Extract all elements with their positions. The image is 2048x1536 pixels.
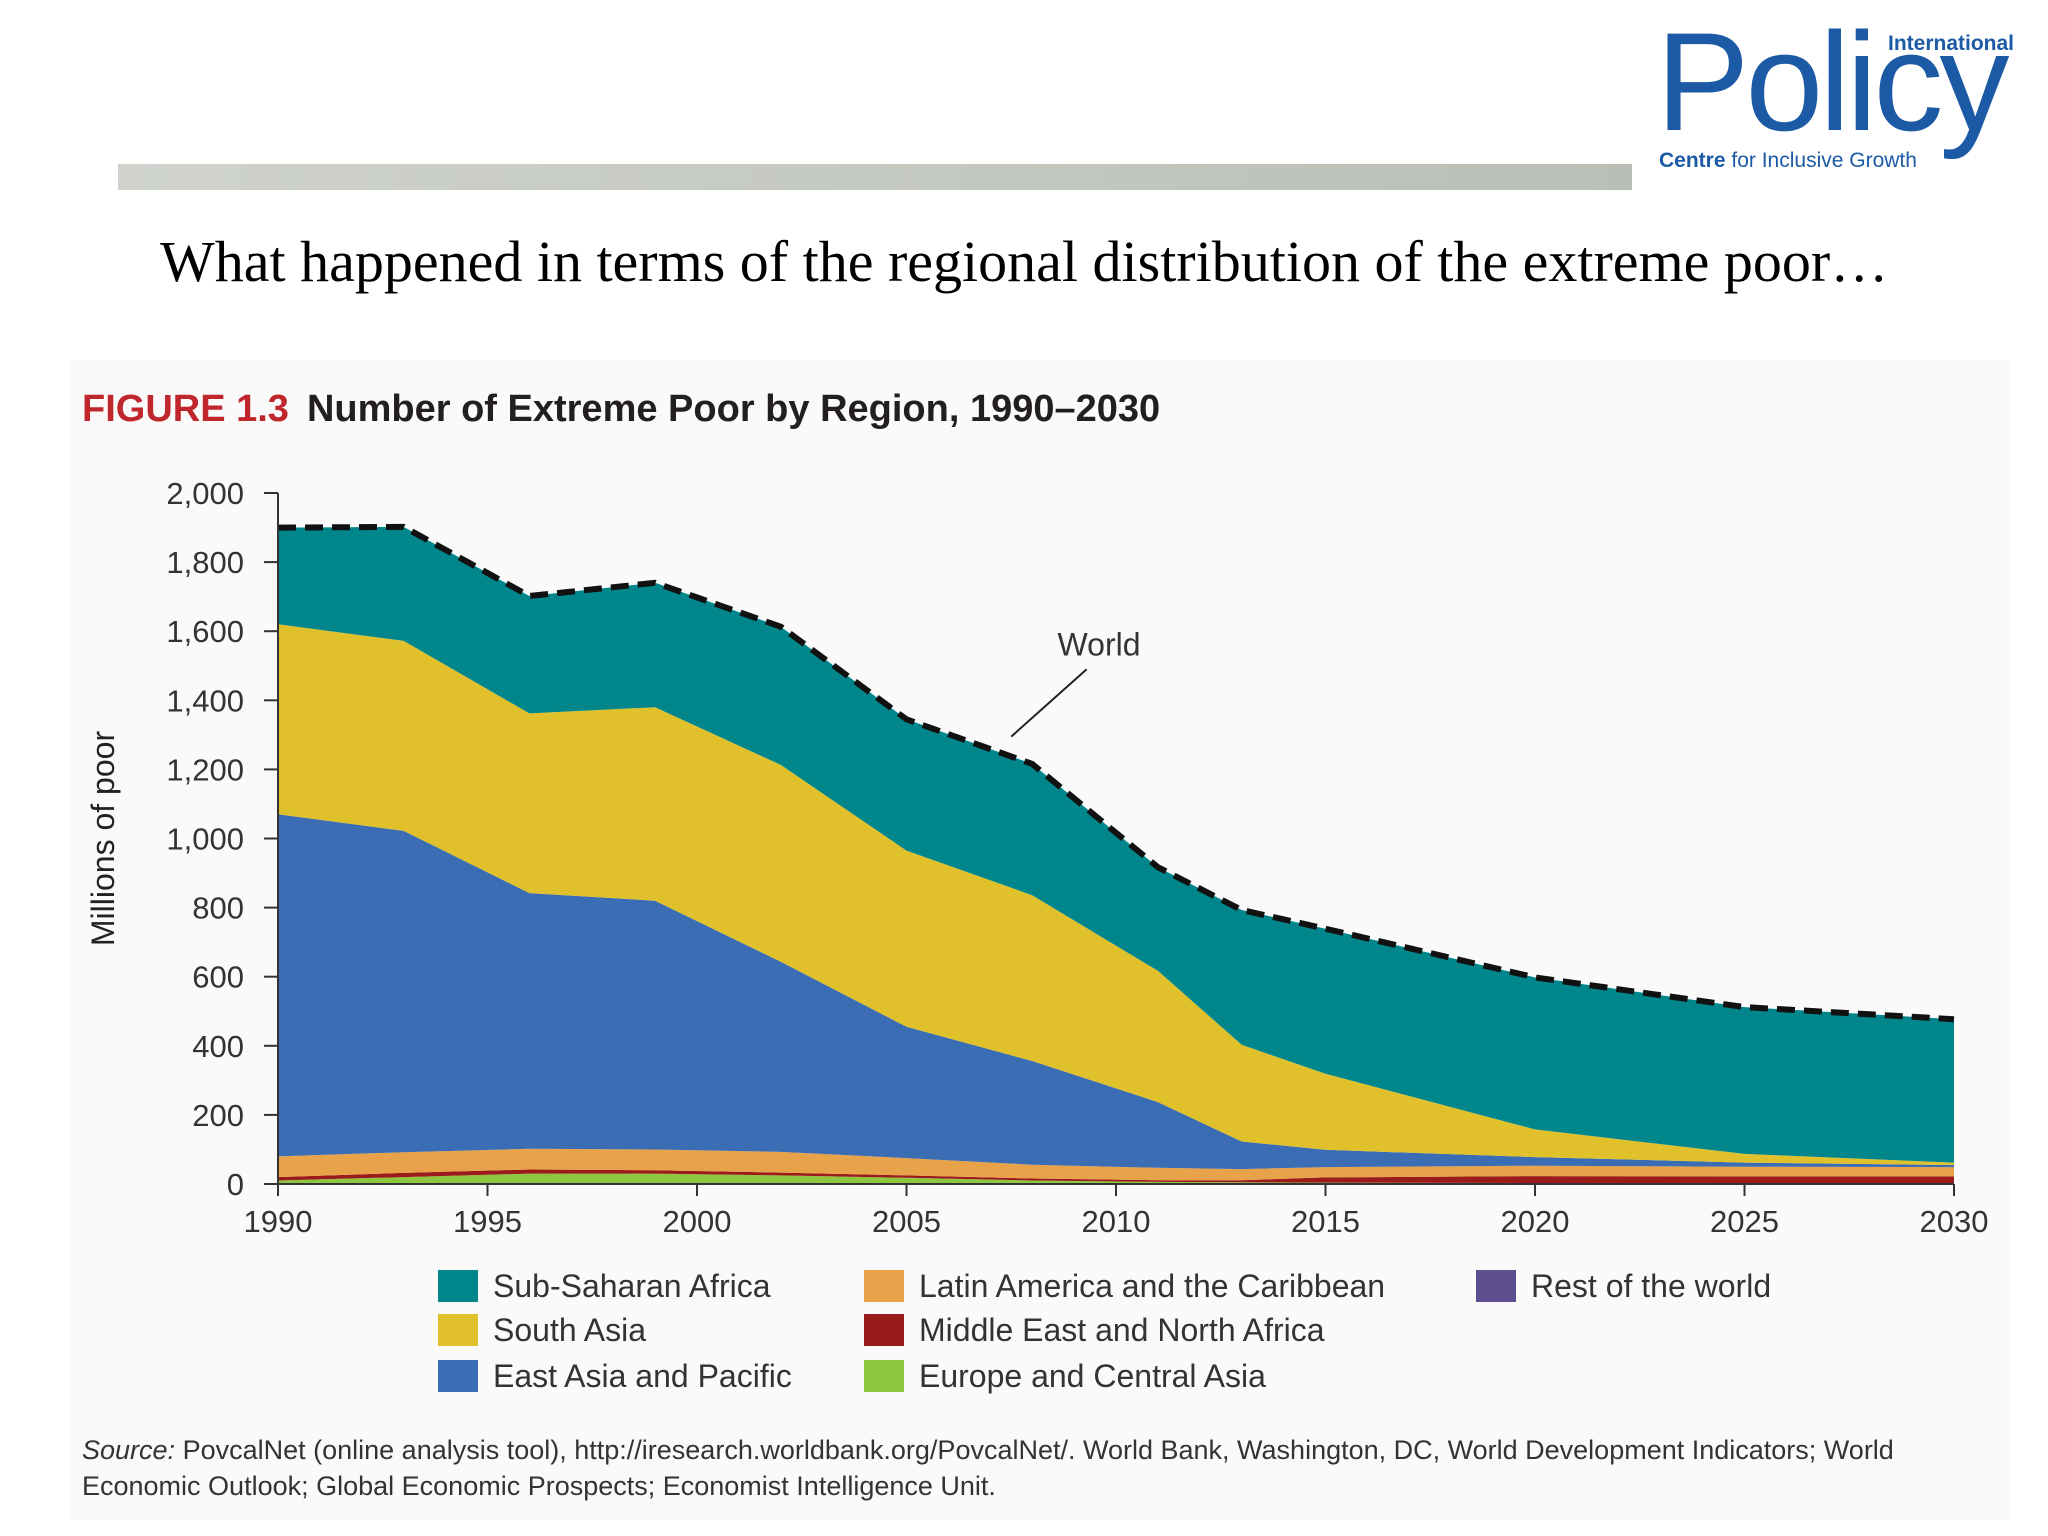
legend-swatch [864,1270,904,1302]
area-south-asia [278,624,1954,1165]
y-axis-label: Millions of poor [85,731,121,947]
x-tick-label: 2030 [1920,1204,1989,1239]
y-tick-label: 400 [192,1029,244,1064]
y-tick-label: 1,600 [166,614,244,649]
world-annotation-leader [1010,668,1088,738]
x-tick-label: 1995 [453,1204,522,1239]
legend-swatch [438,1314,478,1346]
legend-label: Rest of the world [1531,1268,1772,1304]
x-tick-label: 2000 [663,1204,732,1239]
area-sub-saharan-africa [278,526,1954,1163]
legend-swatch [864,1360,904,1392]
y-tick-label: 1,000 [166,822,244,857]
area-europe-and-central-asia [278,1173,1954,1184]
legend-label: Middle East and North Africa [919,1312,1325,1348]
x-tick-label: 2005 [872,1204,941,1239]
legend-swatch [438,1270,478,1302]
world-total-line [277,523,1955,1023]
area-middle-east-and-north-africa [278,1169,1954,1184]
title-rule-bar [118,164,1632,190]
legend-swatch [1476,1270,1516,1302]
logo-subtitle: Centre for Inclusive Growth [1659,149,1917,172]
x-tick-label: 2020 [1501,1204,1570,1239]
world-annotation-label: World [1058,626,1141,662]
y-tick-label: 0 [227,1167,244,1202]
logo-wordmark: Policy [1656,3,2009,160]
area-latin-america-and-the-caribbean [278,1148,1954,1181]
x-tick-label: 2025 [1710,1204,1779,1239]
slide-headline: What happened in terms of the regional d… [160,229,1889,294]
area-east-asia-and-pacific [278,814,1954,1170]
source-note: Source: PovcalNet (online analysis tool)… [82,1435,1894,1501]
logo-international: International [1888,32,2015,55]
ipc-logo: Policy International Centre for Inclusiv… [1650,12,2030,178]
x-tick-label: 2010 [1082,1204,1151,1239]
legend-swatch [438,1360,478,1392]
legend-label: Europe and Central Asia [919,1358,1266,1394]
figure-number: FIGURE 1.3 [82,388,289,430]
figure-title: FIGURE 1.3 Number of Extreme Poor by Regi… [82,388,1160,431]
legend-label: Latin America and the Caribbean [919,1268,1386,1304]
y-tick-label: 1,400 [166,683,244,718]
y-tick-label: 200 [192,1098,244,1133]
y-tick-label: 1,200 [166,752,244,787]
legend-label: South Asia [493,1312,646,1348]
y-tick-label: 1,800 [166,545,244,580]
legend-label: East Asia and Pacific [493,1358,792,1394]
figure-title-text: Number of Extreme Poor by Region, 1990–2… [306,388,1161,430]
x-tick-label: 1990 [244,1204,313,1239]
legend-swatch [864,1314,904,1346]
y-tick-label: 600 [192,960,244,995]
x-tick-label: 2015 [1291,1204,1360,1239]
legend-label: Sub-Saharan Africa [493,1268,771,1304]
y-tick-label: 800 [192,891,244,926]
y-tick-label: 2,000 [166,476,244,511]
